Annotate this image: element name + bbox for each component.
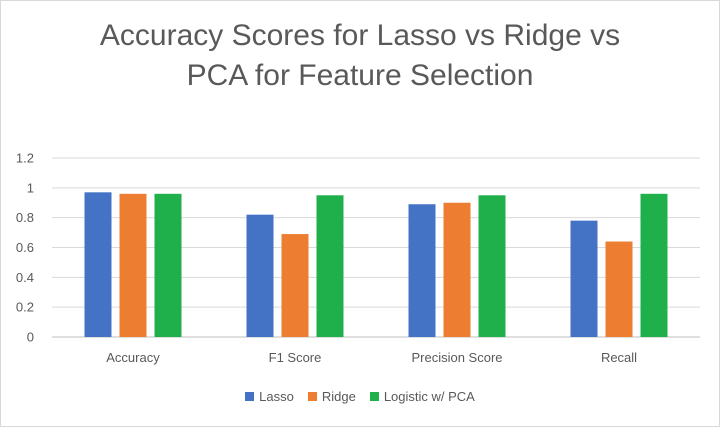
legend-item: Lasso	[245, 389, 294, 404]
bar-logistic-w-pca-f1-score	[316, 195, 344, 337]
chart-title-line-1: Accuracy Scores for Lasso vs Ridge vs	[99, 19, 621, 52]
x-tick-label: Recall	[601, 350, 637, 365]
legend-swatch	[307, 392, 317, 401]
bar-lasso-f1-score	[246, 214, 274, 337]
legend-swatch	[245, 392, 255, 401]
y-tick-label: 1	[27, 180, 34, 195]
legend-item: Ridge	[307, 389, 356, 404]
chart-title-line-2: PCA for Feature Selection	[186, 59, 534, 92]
y-tick-label: 0.8	[16, 210, 34, 225]
bar-logistic-w-pca-precision-score	[478, 195, 506, 337]
legend-item: Logistic w/ PCA	[369, 389, 475, 404]
legend-label: Lasso	[259, 389, 294, 404]
bar-logistic-w-pca-recall	[640, 193, 668, 337]
chart-legend: Lasso Ridge Logistic w/ PCA	[0, 389, 720, 404]
y-tick-label: 0.2	[16, 300, 34, 315]
legend-swatch	[369, 392, 379, 401]
bar-lasso-recall	[570, 220, 598, 337]
x-tick-label: Accuracy	[106, 350, 160, 365]
legend-label: Ridge	[321, 389, 356, 404]
bar-logistic-w-pca-accuracy	[154, 193, 182, 337]
bar-ridge-precision-score	[443, 202, 471, 337]
y-tick-label: 1.2	[16, 151, 34, 166]
bar-ridge-recall	[605, 241, 633, 337]
x-tick-label: F1 Score	[269, 350, 322, 365]
x-tick-label: Precision Score	[411, 350, 502, 365]
y-tick-label: 0	[27, 330, 34, 345]
y-tick-label: 0.4	[16, 270, 34, 285]
bar-ridge-accuracy	[119, 193, 147, 337]
chart-title: Accuracy Scores for Lasso vs Ridge vs PC…	[0, 16, 720, 96]
legend-label: Logistic w/ PCA	[383, 389, 475, 404]
bar-lasso-precision-score	[408, 204, 436, 337]
bar-ridge-f1-score	[281, 234, 309, 337]
bar-lasso-accuracy	[84, 192, 112, 337]
y-tick-label: 0.6	[16, 240, 34, 255]
